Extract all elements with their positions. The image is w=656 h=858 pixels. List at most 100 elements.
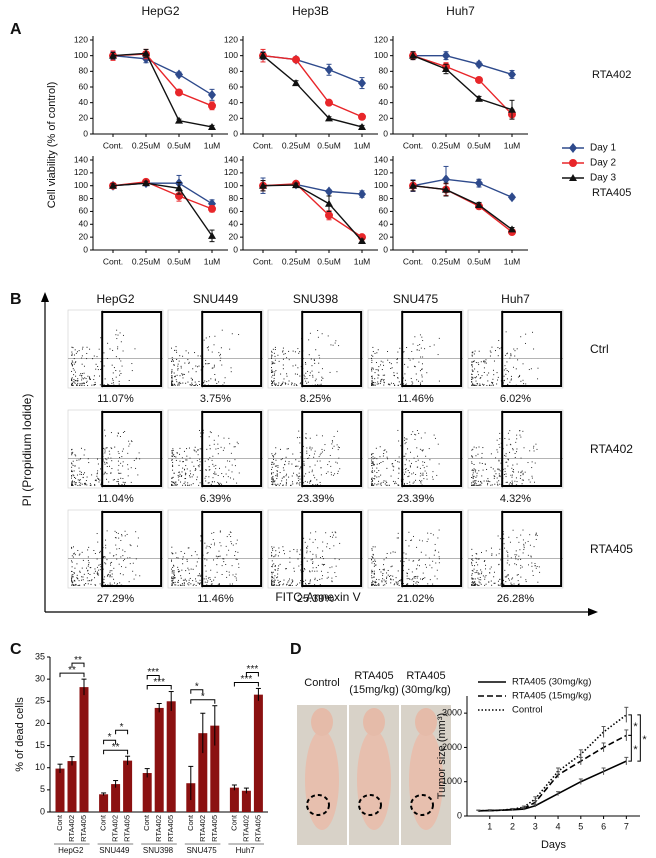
event-dot [206,381,207,382]
event-dot [331,580,332,581]
event-dot [497,440,498,441]
event-dot [426,466,427,467]
event-dot [378,583,379,584]
event-dot [496,555,497,556]
event-dot [178,364,179,365]
event-dot [315,451,316,452]
event-dot [283,467,284,468]
event-dot [272,564,273,565]
event-dot [519,549,520,550]
event-dot [123,432,124,433]
event-dot [486,584,487,585]
event-dot [115,531,116,532]
event-dot [490,350,491,351]
event-dot [78,479,79,480]
event-dot [515,453,516,454]
event-dot [108,574,109,575]
event-dot [430,579,431,580]
event-dot [411,351,412,352]
event-dot [475,584,476,585]
event-dot [75,482,76,483]
event-dot [276,465,277,466]
marker [442,51,450,61]
gate [402,312,461,386]
series-line [413,56,512,75]
percentage-label: 6.02% [500,393,531,405]
event-dot [284,553,285,554]
event-dot [111,460,112,461]
event-dot [488,372,489,373]
event-dot [403,456,404,457]
event-dot [425,564,426,565]
event-dot [84,377,85,378]
y-tick-label: 100 [224,180,238,190]
event-dot [319,355,320,356]
event-dot [309,583,310,584]
event-dot [499,348,500,349]
event-dot [183,374,184,375]
event-dot [75,349,76,350]
event-dot [209,466,210,467]
event-dot [113,372,114,373]
event-dot [406,553,407,554]
event-dot [189,582,190,583]
event-dot [531,566,532,567]
event-dot [338,458,339,459]
event-dot [479,485,480,486]
event-dot [475,471,476,472]
event-dot [275,550,276,551]
photo-label: RTA405 [406,670,445,682]
event-dot [420,449,421,450]
event-dot [512,484,513,485]
event-dot [171,369,172,370]
photo-label: (30mg/kg) [401,684,451,696]
y-tick-label: 120 [224,167,238,177]
event-dots [71,430,140,486]
event-dot [371,461,372,462]
event-dot [272,573,273,574]
event-dot [275,565,276,566]
event-dot [439,530,440,531]
event-dot [326,546,327,547]
y-tick-label: 120 [224,34,238,44]
event-dot [221,347,222,348]
event-dot [234,576,235,577]
event-dot [95,384,96,385]
event-dot [421,480,422,481]
event-dot [328,577,329,578]
event-dot [396,359,397,360]
event-dot [197,561,198,562]
event-dot [490,568,491,569]
plot-frame [468,410,563,488]
event-dot [396,583,397,584]
event-dot [191,555,192,556]
event-dot [73,379,74,380]
event-dot [286,357,287,358]
event-dot [275,569,276,570]
event-dot [411,381,412,382]
y-tick-label: 20 [79,113,89,123]
y-tick-label: 0 [233,128,238,138]
event-dot [316,567,317,568]
significance-label: * [195,681,199,692]
event-dot [375,582,376,583]
event-dot [475,377,476,378]
event-dot [274,373,275,374]
event-dot [273,381,274,382]
event-dot [71,454,72,455]
event-dot [84,574,85,575]
event-dot [507,562,508,563]
event-dot [374,464,375,465]
event-dot [278,382,279,383]
event-dot [288,463,289,464]
event-dot [439,562,440,563]
event-dot [208,380,209,381]
event-dot [339,447,340,448]
event-dot [81,375,82,376]
event-dot [307,458,308,459]
event-dot [497,482,498,483]
event-dot [120,463,121,464]
event-dot [322,564,323,565]
event-dot [498,581,499,582]
event-dot [417,565,418,566]
